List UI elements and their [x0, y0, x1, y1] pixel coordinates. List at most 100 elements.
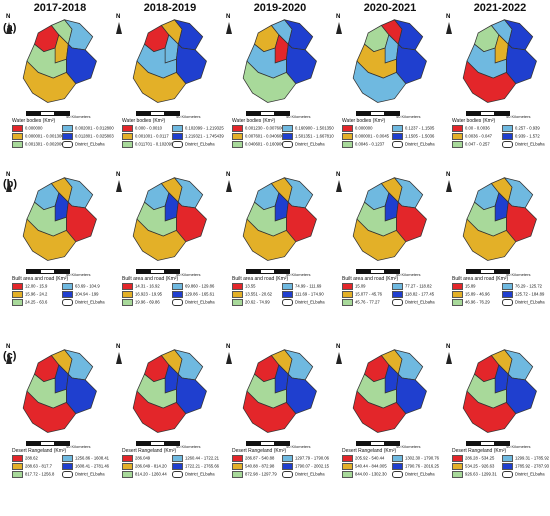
legend-item: 46.96 - 76.29: [452, 299, 490, 306]
legend-title: Desert Rangeland (Km²): [232, 448, 287, 454]
legend-label: 15.96 - 24.2: [25, 291, 48, 297]
north-arrow-icon: N: [222, 172, 236, 194]
legend-label: 15.09: [355, 283, 366, 289]
scale-bar: 40 Kilometers: [456, 269, 540, 277]
legend-label: 288.62: [25, 455, 38, 461]
legend-swatch: [452, 283, 463, 290]
legend-item: 0.1237 - 1.1505: [392, 125, 434, 132]
district-region: [462, 218, 517, 261]
legend-item: 24.25 - 63.6: [12, 299, 47, 306]
legend-item: 15.077 - 45.76: [342, 291, 383, 298]
legend-label: 0.939 - 1.572: [515, 133, 540, 139]
year-header-2: 2018-2019: [143, 2, 197, 14]
legend-label: 0.000001 - 0.001300: [25, 133, 64, 139]
legend-item-district: District_ELbaha: [392, 141, 435, 148]
legend-label: 1.501351 - 1.667810: [295, 133, 334, 139]
legend-item: 1790.76 - 2016.25: [392, 463, 439, 470]
legend-item: 288.63 - 817.7: [12, 463, 52, 470]
legend-swatch: [502, 133, 513, 140]
scale-label: 40 Kilometers: [66, 272, 91, 277]
scale-label: 40 Kilometers: [66, 114, 91, 119]
legend-item: 814.20 - 1260.44: [122, 471, 167, 478]
district-region: [22, 390, 77, 433]
legend-item: 1.1505 - 1.5036: [392, 133, 434, 140]
north-arrow-icon: N: [332, 172, 346, 194]
legend-label: 77.27 - 118.82: [405, 283, 432, 289]
legend-label: 0.047 - 0.257: [465, 141, 490, 147]
legend-label: 16.923 - 19.95: [135, 291, 163, 297]
legend-swatch: [502, 283, 513, 290]
legend-item: 74.99 - 111.69: [282, 283, 322, 290]
legend-item: 0.000000: [342, 125, 372, 132]
north-arrow-icon: N: [332, 14, 346, 36]
legend-item: 125.72 - 184.89: [502, 291, 544, 298]
legend-label: 1790.76 - 2016.25: [405, 463, 439, 469]
legend-item-district: District_ELbaha: [392, 471, 435, 478]
legend-item: 0.007601 - 0.040600: [232, 133, 284, 140]
map-panel: N 40 Kilometers Desert Rangeland (Km²) 205.…: [332, 344, 442, 504]
legend-swatch: [232, 125, 243, 132]
legend-label: 0.000000: [25, 125, 43, 131]
district-outline-icon: [282, 299, 293, 306]
legend-item: 205.92 - 540.44: [342, 455, 385, 462]
legend-item-district: District_ELbaha: [62, 471, 105, 478]
legend-item: 0.001001 - 0.0117: [122, 133, 169, 140]
legend-label: 205.92 - 540.44: [355, 455, 385, 461]
legend-label: 1302.30 - 1790.76: [405, 455, 439, 461]
legend-title: Water bodies (Km²): [12, 118, 56, 124]
scale-bar: 40 Kilometers: [236, 111, 320, 119]
legend-swatch: [12, 133, 23, 140]
legend-swatch: [122, 125, 133, 132]
legend-item: 129.86 - 165.61: [172, 291, 214, 298]
district-outline-icon: [62, 471, 73, 478]
legend-label: 0.0036 - 0.047: [465, 133, 493, 139]
north-arrow-icon: N: [112, 14, 126, 36]
scale-label: 40 Kilometers: [506, 114, 531, 119]
legend-item: 844.00 - 1302.30: [342, 471, 387, 478]
legend-label: 1785.92 - 2787.93: [515, 463, 549, 469]
legend-item-district: District_ELbaha: [62, 299, 105, 306]
year-header-4: 2020-2021: [363, 2, 417, 14]
map-panel: N 40 Kilometers Built area and road (Km²) 1…: [442, 172, 550, 332]
district-region: [352, 390, 407, 433]
legend-item: 926.63 - 1299.31: [452, 471, 497, 478]
scale-bar: 40 Kilometers: [16, 269, 100, 277]
legend-label: 14.31 - 16.92: [135, 283, 160, 289]
scale-bar: 40 Kilometers: [346, 269, 430, 277]
scale-label: 40 Kilometers: [396, 114, 421, 119]
legend-swatch: [502, 455, 513, 462]
map-panel: N 40 Kilometers Desert Rangeland (Km²) 286.…: [222, 344, 332, 504]
scale-bar: 40 Kilometers: [456, 441, 540, 449]
legend-label: 15.077 - 45.76: [355, 291, 383, 297]
legend-label: 74.99 - 111.69: [295, 283, 322, 289]
legend-swatch: [342, 133, 353, 140]
north-arrow-icon: N: [2, 172, 16, 194]
legend-item: 63.69 - 104.9: [62, 283, 100, 290]
legend-title: Water bodies (Km²): [232, 118, 276, 124]
legend-item: 1.219321 - 1.745439: [172, 133, 224, 140]
legend-swatch: [392, 125, 403, 132]
legend-label: District_ELbaha: [295, 299, 325, 305]
legend-swatch: [172, 455, 183, 462]
legend-item: 0.160900 - 1.501350: [282, 125, 334, 132]
legend-swatch: [232, 283, 243, 290]
legend-swatch: [502, 125, 513, 132]
legend-item: 0.047 - 0.257: [452, 141, 490, 148]
legend-label: 0.000 - 0.0010: [135, 125, 163, 131]
legend-swatch: [12, 455, 23, 462]
legend-label: District_ELbaha: [185, 471, 215, 477]
legend-label: 0.00 - 0.0036: [465, 125, 490, 131]
map-panel: N 40 Kilometers Water bodies (Km²) 0.000000…: [332, 14, 442, 174]
legend-title: Desert Rangeland (Km²): [452, 448, 507, 454]
scale-bar: 40 Kilometers: [16, 441, 100, 449]
map-panel: N 40 Kilometers Built area and road (Km²) 1…: [222, 172, 332, 332]
map-panel: N 40 Kilometers Water bodies (Km²) 0.00 - 0…: [442, 14, 550, 174]
legend-item: 0.011701 - 0.102099: [122, 141, 173, 148]
legend-swatch: [282, 125, 293, 132]
legend-swatch: [122, 455, 133, 462]
legend-item: 0.001301 - 0.002000: [12, 141, 64, 148]
legend-label: 817.72 - 1256.8: [25, 471, 55, 477]
legend-swatch: [392, 133, 403, 140]
legend-label: 46.96 - 76.29: [465, 299, 490, 305]
legend-item: 1299.31 - 1785.92: [502, 455, 549, 462]
